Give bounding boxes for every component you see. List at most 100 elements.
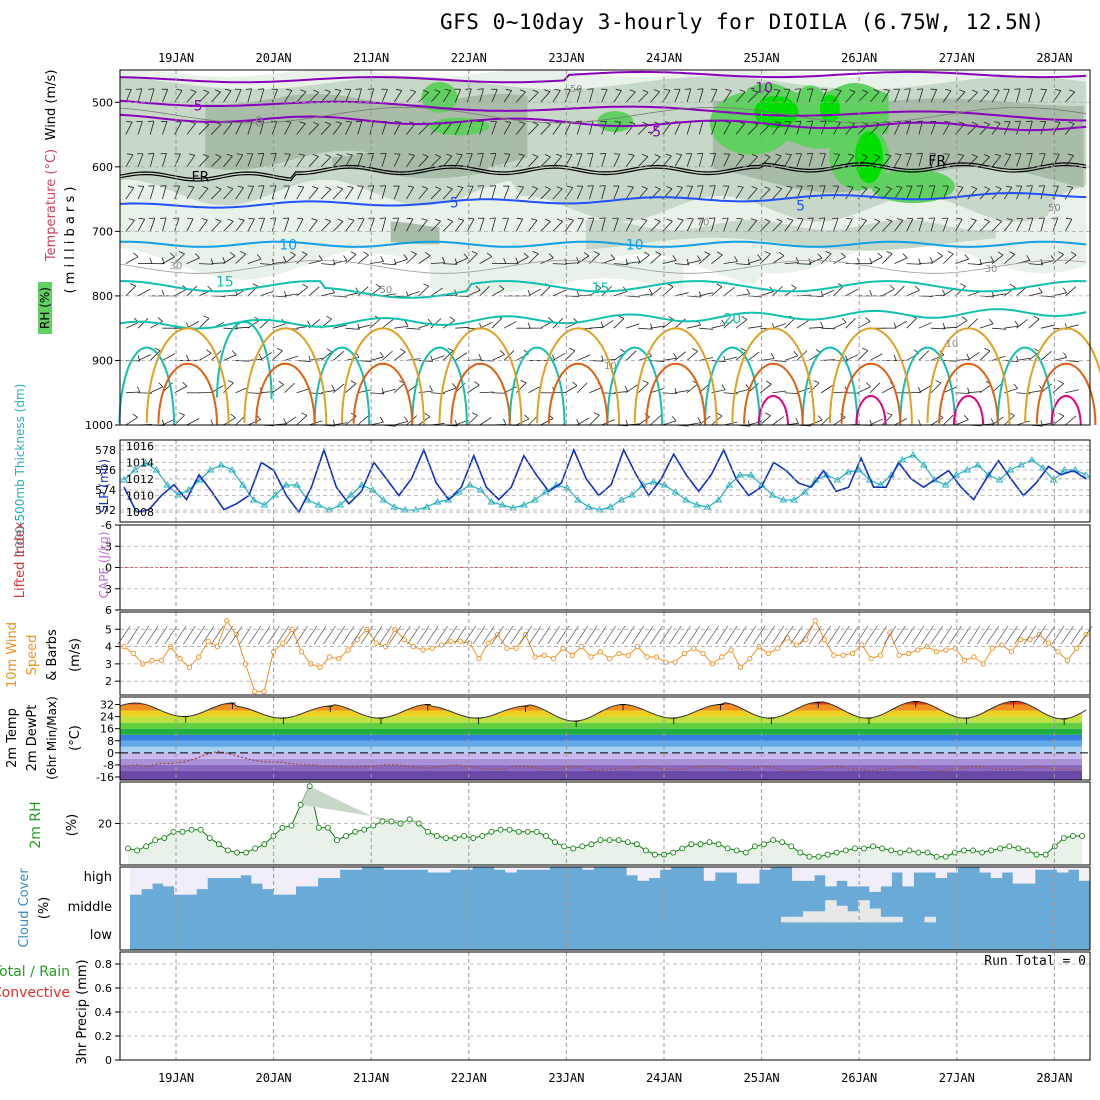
rh-point [788,843,795,850]
wind-barb [515,218,524,232]
thickness-tick-label: 578 [95,444,116,457]
wind-barb-flag [709,217,716,219]
wind-barb-flag [475,285,481,291]
wind-speed-point [560,645,566,651]
wind-barb-flag [587,88,594,90]
temp-contour-label: 5 [796,199,805,215]
ylabel-rh-units: (%) [65,814,80,837]
wind-barb-flag [130,283,136,287]
wind-speed-point [317,664,323,670]
wind-barb-flag [885,186,892,190]
wind-barb [882,288,895,297]
wind-barb-flag [504,121,511,123]
wind-barb [284,355,298,361]
wind-speed-point [971,654,977,660]
wind-barb [845,123,855,135]
wind-barb [845,392,860,394]
wind-barb-flag [614,121,621,123]
wind-barb-flag [520,380,527,384]
wind-barb-flag [642,89,649,93]
wind-barb [442,90,451,103]
wind-speed-point [130,650,136,657]
thickness-point [1049,476,1058,483]
wind-barb [296,186,305,200]
wind-barb [1052,218,1059,232]
cloud-high-gap [582,867,594,870]
wind-barb [162,121,168,135]
slp-tick-label: 1008 [126,506,154,519]
wind-barb [576,186,584,200]
thickness-point [271,491,280,498]
cloud-high-gap [218,867,230,879]
wind-barb-flag [499,284,505,290]
wind-barb-flag [230,413,236,419]
pressure-tick-label: 1000 [85,419,113,432]
wind-barb-flag [231,350,237,356]
rh-point [334,837,340,844]
rh-point [842,847,849,854]
wind-barb [833,154,840,167]
wind-barb-flag [178,412,185,416]
wind-barb [284,90,293,103]
cloud-high-gap [725,867,738,873]
wind-speed-point [196,654,202,660]
wind-barb [1003,121,1011,135]
thickness-point [358,481,366,488]
wind-barb-flag [435,186,441,190]
wind-barb [711,360,726,363]
wind-barb-flag [544,89,551,93]
wind-barb [735,155,745,168]
wind-barb [674,351,687,361]
cloud-high-gap [659,867,672,870]
thickness-point [649,478,658,485]
temp-contour-10 [119,240,1087,248]
ylabel-cape: CAPE (J/kg) [97,532,111,599]
thickness-point [1060,466,1069,473]
wind-barb [967,220,977,232]
temp-contour-30-plus [547,362,609,426]
wind-barb [1052,292,1067,297]
wind-barb [674,263,689,266]
wind-barb-flag [202,153,209,157]
cloud-high-gap [913,867,925,873]
wind-barb [796,218,804,232]
wind-barb-surface [892,626,906,645]
wind-barb-flag [716,283,723,288]
wind-barb [357,186,364,200]
wind-speed-point [747,656,753,662]
wind-barb-flag [721,384,726,391]
wind-barb-flag [740,348,747,352]
wind-barb [576,88,582,103]
wind-barb [491,121,497,135]
wind-barb [357,88,362,103]
wind-barb [125,417,138,426]
wind-barb-flag [245,88,252,90]
rh-line [127,784,1082,858]
cloud-high-gap [461,867,473,870]
wind-barb [284,382,295,394]
temp-contour-30-plus [952,394,985,426]
wind-barb [711,89,718,103]
wind-barb [942,414,954,426]
wind-barb [723,185,730,200]
thickness-point [898,456,907,463]
wind-barb-surface [808,626,822,645]
wind-barb-flag [819,185,826,187]
wind-barb-flag [747,258,751,265]
wind-barb-flag [430,355,434,362]
wind-speed-point [420,647,426,653]
wind-speed-point [541,652,547,658]
wind-barb [772,220,783,232]
temp-contour-30-plus [352,362,414,426]
wind-barb [796,88,802,103]
wind-barb-flag [627,185,634,188]
wind-barb-flag [971,121,978,125]
wind-barb [650,221,661,232]
wind-barb-flag [895,153,902,155]
slp-tick-label: 1012 [126,473,154,486]
rh-point [234,849,240,856]
rh-legend-swatch [38,282,52,334]
pressure-tick-label: 700 [92,225,113,238]
wind-barb-flag [1058,251,1064,255]
wind-speed-point [513,645,519,651]
